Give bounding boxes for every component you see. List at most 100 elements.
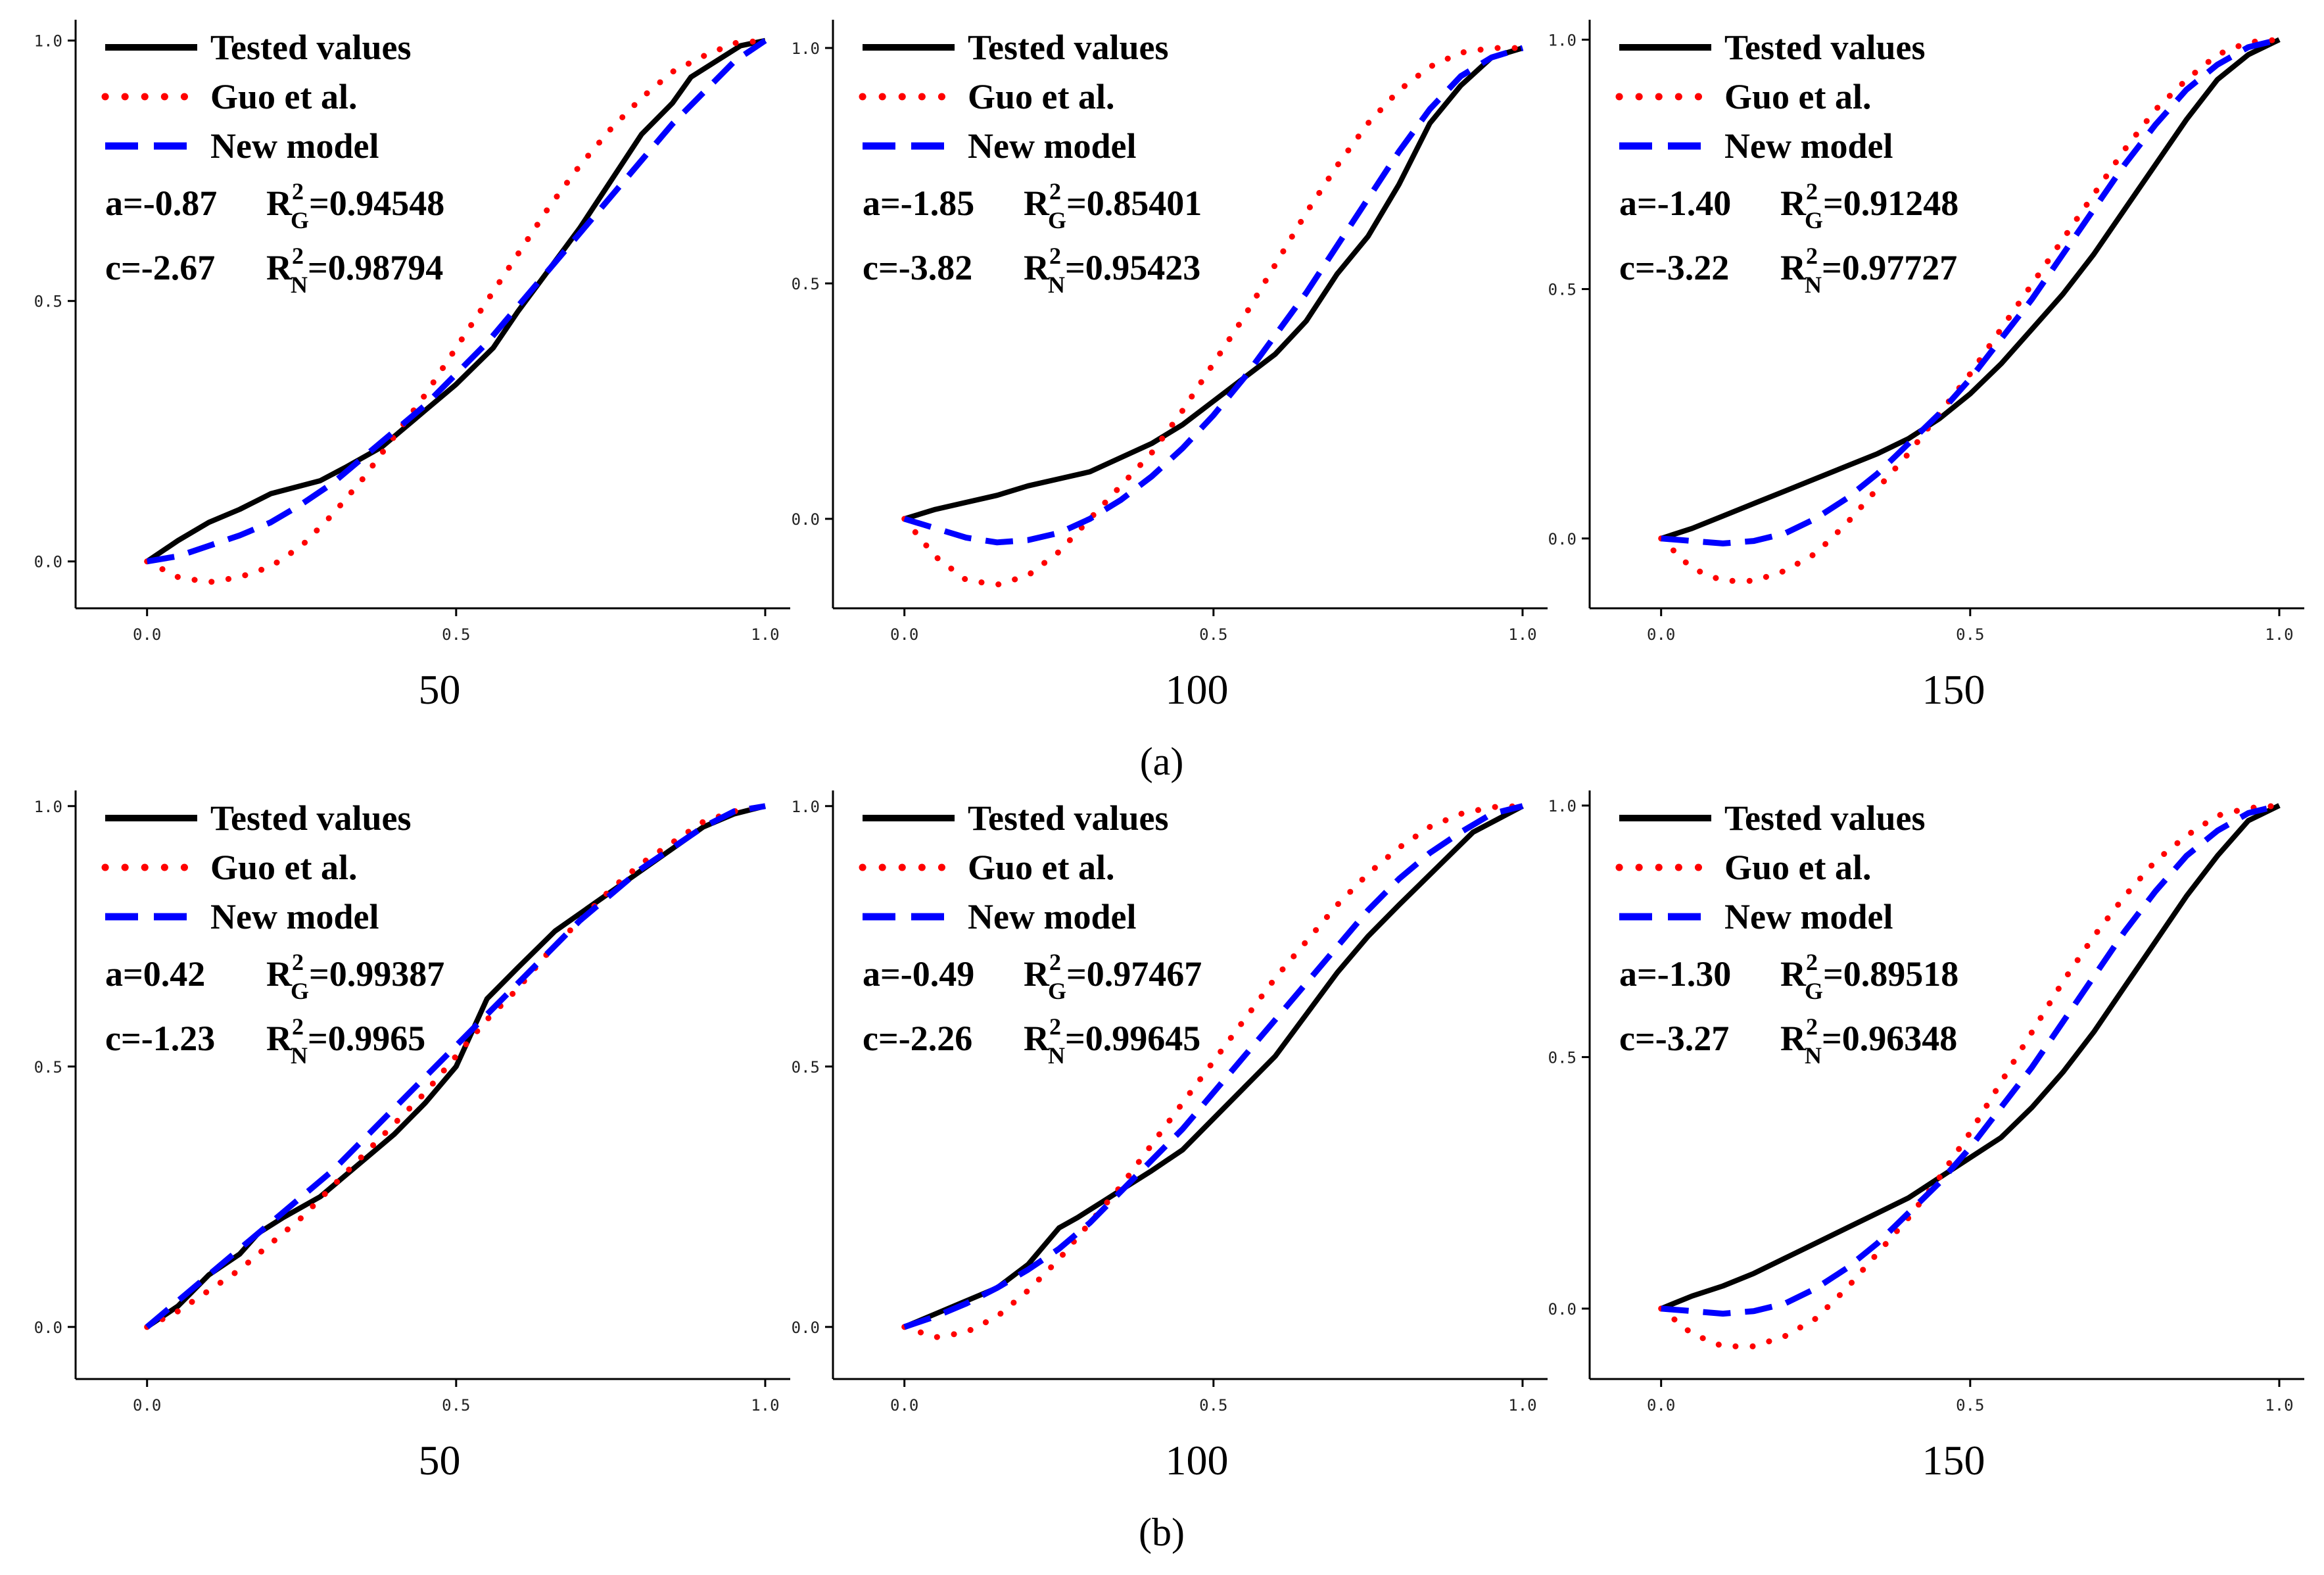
x-tick-label: 1.0 — [751, 625, 779, 644]
group-label-a: (a) — [1140, 740, 1184, 783]
legend-label-guo: Guo et al. — [1724, 848, 1872, 887]
series-line-guo — [1658, 36, 2283, 584]
x-tick-label: 0.0 — [1647, 625, 1675, 644]
x-tick-label: 0.0 — [133, 625, 161, 644]
x-tick-label: 0.0 — [890, 625, 918, 644]
y-tick-label: 1.0 — [34, 798, 62, 816]
legend-label-tested: Tested values — [210, 798, 412, 838]
x-tick-label: 1.0 — [2265, 1396, 2293, 1415]
param-a: a=-1.30 — [1619, 954, 1731, 994]
y-tick-label: 0.0 — [1548, 530, 1577, 548]
param-a: a=0.42 — [105, 954, 205, 994]
series-line-new_model — [903, 45, 1524, 546]
series-line-tested — [903, 45, 1524, 521]
x-tick-label: 0.0 — [890, 1396, 918, 1415]
x-tick-label: 0.5 — [1199, 1396, 1227, 1415]
series-line-tested — [1660, 37, 2281, 541]
series-line-guo — [144, 37, 769, 585]
x-tick-label: 0.5 — [1956, 625, 1984, 644]
x-tick-label: 0.5 — [442, 625, 470, 644]
group-label-b: (b) — [1139, 1511, 1185, 1554]
series-line-tested — [145, 37, 766, 564]
r2-g: R2 G=0.99387 — [266, 949, 444, 1004]
legend-label-tested: Tested values — [210, 28, 412, 67]
legend-label-new_model: New model — [968, 126, 1136, 166]
series-line-new_model — [1661, 36, 2281, 546]
x-axis-label: 150 — [1922, 666, 1985, 713]
x-tick-label: 1.0 — [1508, 1396, 1536, 1415]
chart-panel-2: 0.0 0.5 1.0 0.0 0.5 1.0 100 Tested values Guo et… — [792, 20, 1548, 713]
y-tick-label: 1.0 — [792, 798, 820, 816]
legend-label-new_model: New model — [968, 897, 1136, 936]
series-line-tested — [903, 804, 1524, 1330]
legend-label-guo: Guo et al. — [210, 77, 358, 116]
y-tick-label: 0.0 — [792, 1319, 820, 1337]
y-tick-label: 0.5 — [34, 1058, 62, 1077]
legend-label-tested: Tested values — [968, 798, 1169, 838]
y-tick-label: 1.0 — [1548, 31, 1577, 49]
x-tick-label: 1.0 — [2265, 625, 2293, 644]
y-tick-label: 0.0 — [34, 553, 62, 571]
series-line-guo — [901, 45, 1526, 588]
x-tick-label: 0.5 — [1956, 1396, 1984, 1415]
panels: 0.0 0.5 1.0 0.0 0.5 1.0 50 Tested values Guo et … — [34, 20, 2304, 1484]
x-tick-label: 1.0 — [1508, 625, 1536, 644]
r2-g: R2 G=0.85401 — [1024, 178, 1202, 233]
x-axis-label: 50 — [419, 1437, 461, 1484]
legend-label-new_model: New model — [1724, 897, 1893, 936]
x-axis-label: 150 — [1922, 1437, 1985, 1484]
chart-panel-5: 0.0 0.5 1.0 0.0 0.5 1.0 100 Tested values Guo et… — [792, 790, 1548, 1484]
param-c: c=-2.26 — [863, 1019, 972, 1058]
y-tick-label: 0.5 — [1548, 281, 1577, 299]
param-c: c=-1.23 — [105, 1019, 215, 1058]
legend-label-tested: Tested values — [1724, 28, 1926, 67]
r2-g: R2 G=0.97467 — [1024, 949, 1202, 1004]
legend-label-new_model: New model — [210, 897, 379, 936]
series-line-guo — [1658, 802, 2283, 1349]
chart-panel-3: 0.0 0.5 1.0 0.0 0.5 1.0 150 Tested values Guo et… — [1548, 20, 2304, 713]
x-axis-label: 50 — [419, 666, 461, 713]
param-a: a=-0.49 — [863, 954, 974, 994]
legend-label-new_model: New model — [210, 126, 379, 166]
y-tick-label: 1.0 — [1548, 797, 1577, 815]
x-tick-label: 0.5 — [442, 1396, 470, 1415]
r2-n: R2 N=0.98794 — [266, 243, 443, 298]
r2-g: R2 G=0.91248 — [1780, 178, 1958, 233]
chart-panel-4: 0.0 0.5 1.0 0.0 0.5 1.0 50 Tested values Guo et … — [34, 790, 790, 1484]
r2-n: R2 N=0.9965 — [266, 1013, 425, 1069]
x-tick-label: 1.0 — [751, 1396, 779, 1415]
param-c: c=-3.22 — [1619, 248, 1729, 287]
legend-label-tested: Tested values — [968, 28, 1169, 67]
legend-label-guo: Guo et al. — [968, 848, 1115, 887]
chart-panel-1: 0.0 0.5 1.0 0.0 0.5 1.0 50 Tested values Guo et … — [34, 20, 790, 713]
series-line-new_model — [903, 803, 1524, 1330]
param-a: a=-0.87 — [105, 183, 217, 223]
r2-g: R2 G=0.89518 — [1780, 949, 1958, 1004]
legend-label-guo: Guo et al. — [210, 848, 358, 887]
r2-n: R2 N=0.99645 — [1024, 1013, 1200, 1069]
y-tick-label: 0.5 — [1548, 1048, 1577, 1067]
r2-n: R2 N=0.95423 — [1024, 243, 1200, 298]
r2-g: R2 G=0.94548 — [266, 178, 444, 233]
legend-label-tested: Tested values — [1724, 798, 1926, 838]
param-a: a=-1.40 — [1619, 183, 1731, 223]
x-tick-label: 0.0 — [1647, 1396, 1675, 1415]
y-tick-label: 0.0 — [792, 510, 820, 529]
r2-n: R2 N=0.97727 — [1780, 243, 1957, 298]
y-tick-label: 0.5 — [792, 275, 820, 293]
y-tick-label: 1.0 — [792, 39, 820, 58]
y-tick-label: 1.0 — [34, 32, 62, 51]
legend-label-new_model: New model — [1724, 126, 1893, 166]
series-line-tested — [1660, 803, 2281, 1311]
series-line-new_model — [146, 37, 767, 565]
series-line-new_model — [145, 803, 766, 1330]
x-axis-label: 100 — [1166, 1437, 1229, 1484]
chart-panel-6: 0.0 0.5 1.0 0.0 0.5 1.0 150 Tested values Guo et… — [1548, 790, 2304, 1484]
x-axis-label: 100 — [1166, 666, 1229, 713]
x-tick-label: 0.0 — [133, 1396, 161, 1415]
legend-label-guo: Guo et al. — [968, 77, 1115, 116]
param-a: a=-1.85 — [863, 183, 974, 223]
x-tick-label: 0.5 — [1199, 625, 1227, 644]
series-line-guo — [144, 803, 769, 1330]
